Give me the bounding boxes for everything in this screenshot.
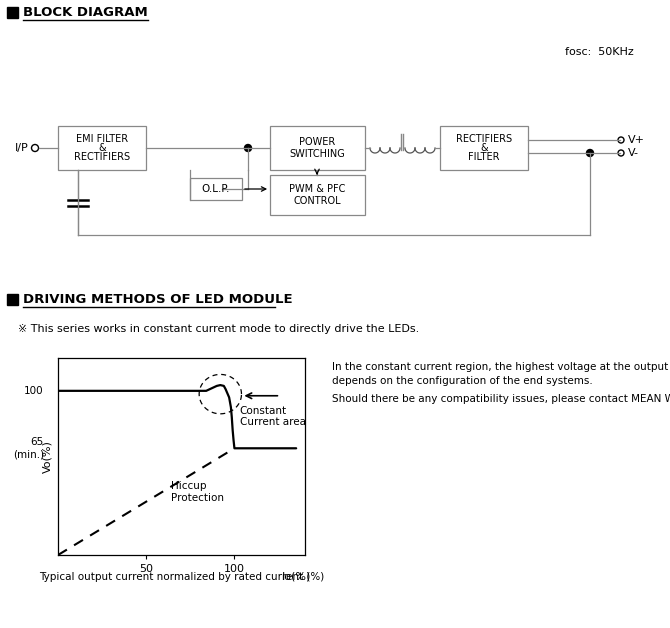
Y-axis label: Vo(%): Vo(%) — [42, 440, 52, 473]
Text: O.L.P.: O.L.P. — [202, 184, 230, 194]
Text: RECTIFIERS: RECTIFIERS — [74, 152, 130, 162]
Bar — [190, 178, 242, 200]
Text: Constant
Current area: Constant Current area — [240, 406, 306, 427]
Text: fosc:  50KHz: fosc: 50KHz — [565, 47, 634, 57]
Text: 100: 100 — [24, 386, 44, 396]
Text: RECTIFIERS: RECTIFIERS — [456, 134, 512, 144]
Text: In the constant current region, the highest voltage at the output of the driver: In the constant current region, the high… — [332, 362, 670, 372]
Circle shape — [586, 149, 594, 156]
Text: Hiccup
Protection: Hiccup Protection — [171, 481, 224, 503]
Text: ※ This series works in constant current mode to directly drive the LEDs.: ※ This series works in constant current … — [18, 324, 419, 334]
Text: &: & — [98, 143, 106, 153]
Bar — [440, 126, 528, 170]
Text: EMI FILTER: EMI FILTER — [76, 134, 128, 144]
Text: &: & — [480, 143, 488, 153]
Bar — [270, 126, 365, 170]
Text: depends on the configuration of the end systems.: depends on the configuration of the end … — [332, 376, 593, 386]
Text: BLOCK DIAGRAM: BLOCK DIAGRAM — [23, 6, 148, 19]
Text: Typical output current normalized by rated current (%): Typical output current normalized by rat… — [39, 572, 324, 582]
Text: SWITCHING: SWITCHING — [289, 149, 345, 159]
Text: Should there be any compatibility issues, please contact MEAN WELL.: Should there be any compatibility issues… — [332, 394, 670, 404]
Text: Io(%): Io(%) — [281, 571, 311, 582]
Text: POWER: POWER — [299, 137, 336, 147]
Text: 65
(min.): 65 (min.) — [13, 438, 44, 459]
Text: PWM & PFC: PWM & PFC — [289, 184, 346, 194]
Bar — [270, 175, 365, 215]
Text: V-: V- — [628, 148, 639, 158]
Bar — [7, 7, 18, 18]
Text: FILTER: FILTER — [468, 152, 500, 162]
Text: DRIVING METHODS OF LED MODULE: DRIVING METHODS OF LED MODULE — [23, 293, 293, 306]
Bar — [7, 294, 18, 305]
Bar — [58, 126, 146, 170]
Circle shape — [245, 144, 251, 151]
Text: V+: V+ — [628, 135, 645, 145]
Text: CONTROL: CONTROL — [293, 196, 341, 206]
Text: I/P: I/P — [15, 143, 29, 153]
